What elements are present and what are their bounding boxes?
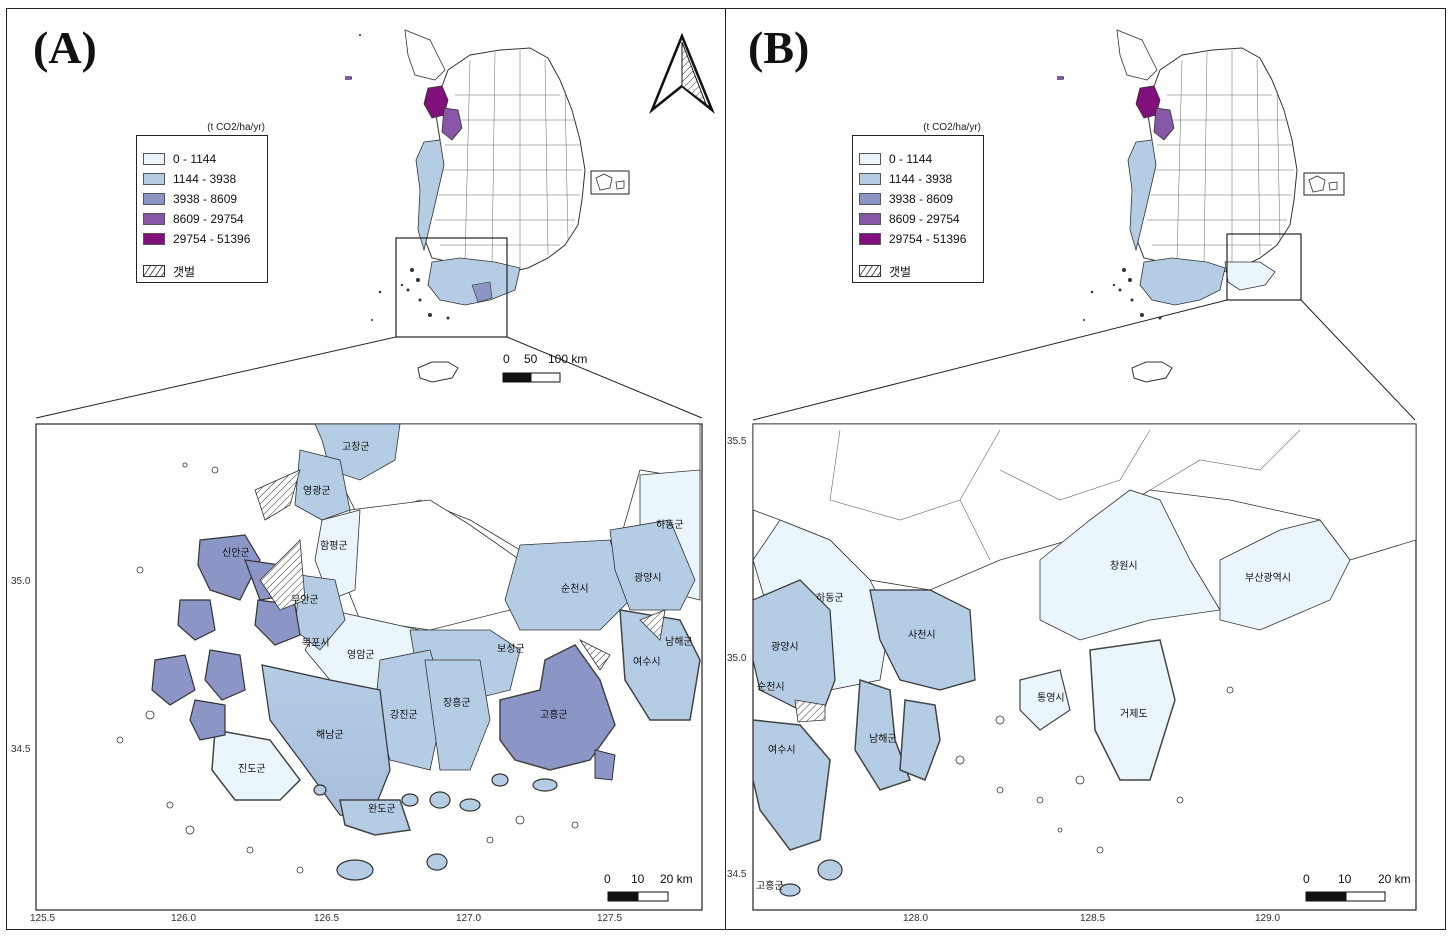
scale-tick: 0 bbox=[1303, 872, 1310, 886]
legend-b: (t CO2/ha/yr) 0 - 1144 1144 - 3938 3938 … bbox=[852, 122, 984, 283]
region-label: 완도군 bbox=[368, 803, 396, 815]
region-label: 광양시 bbox=[634, 572, 662, 584]
scale-tick: 20 km bbox=[1378, 872, 1411, 886]
y-tick-label: 34.5 bbox=[11, 744, 31, 755]
region-label: 해남군 bbox=[316, 728, 344, 741]
x-tick-label: 127.0 bbox=[456, 913, 481, 924]
legend-unit: (t CO2/ha/yr) bbox=[923, 122, 981, 133]
hatch-swatch-icon bbox=[859, 265, 881, 277]
x-tick-label: 127.5 bbox=[597, 913, 622, 924]
y-tick-label: 34.5 bbox=[727, 869, 747, 880]
region-label: 순천시 bbox=[757, 681, 785, 693]
inset-map-b: 하동군 광양시 순천시 여수시 남해군 사천시 창원시 부산광역시 통영시 거제… bbox=[727, 423, 1417, 924]
region-label: 고창군 bbox=[342, 441, 370, 453]
legend-label: 8609 - 29754 bbox=[173, 212, 244, 226]
x-tick-label: 128.0 bbox=[903, 913, 928, 924]
legend-a: (t CO2/ha/yr) 0 - 1144 1144 - 3938 3938 … bbox=[136, 122, 268, 283]
x-tick-label: 128.5 bbox=[1080, 913, 1105, 924]
scale-tick: 0 bbox=[503, 352, 510, 366]
region-label: 여수시 bbox=[633, 656, 661, 668]
legend-item-tidal-flat: 갯벌 bbox=[143, 264, 196, 279]
x-tick-label: 129.0 bbox=[1255, 913, 1280, 924]
y-tick-label: 35.0 bbox=[11, 576, 31, 587]
scale-tick: 10 bbox=[1338, 872, 1352, 886]
region-label: 보성군 bbox=[497, 643, 525, 655]
region-label: 창원시 bbox=[1110, 560, 1138, 572]
region-label: 하동군 bbox=[816, 591, 844, 604]
region-label: 무안군 bbox=[291, 594, 319, 606]
region-label: 고흥군 bbox=[540, 708, 568, 721]
region-label: 고흥군 bbox=[756, 879, 784, 892]
incheon-fill bbox=[441, 107, 463, 141]
region-label: 부산광역시 bbox=[1245, 572, 1291, 584]
overview-map-a bbox=[35, 29, 703, 419]
jeju-island bbox=[417, 361, 459, 383]
legend-label: 3938 - 8609 bbox=[173, 192, 238, 206]
scale-tick: 0 bbox=[604, 872, 611, 886]
region-label: 남해군 bbox=[665, 635, 693, 648]
scale-tick: 20 km bbox=[660, 872, 693, 886]
legend-item: 0 - 1144 bbox=[859, 152, 932, 166]
legend-label: 갯벌 bbox=[173, 264, 196, 279]
y-tick-label: 35.0 bbox=[727, 653, 747, 664]
legend-item: 8609 - 29754 bbox=[859, 212, 960, 226]
region-label: 사천시 bbox=[908, 629, 936, 641]
legend-item: 1144 - 3938 bbox=[143, 172, 236, 186]
scale-tick: 10 bbox=[631, 872, 645, 886]
region-label: 남해군 bbox=[869, 732, 897, 745]
legend-item-tidal-flat: 갯벌 bbox=[859, 264, 912, 279]
goheung-fill-small bbox=[471, 281, 493, 303]
region-label: 광양시 bbox=[771, 641, 799, 653]
legend-label: 갯벌 bbox=[889, 264, 912, 279]
hatch-swatch-icon bbox=[143, 265, 165, 277]
panel-label-b: (B) bbox=[748, 22, 810, 73]
inset-map-a: 고창군 영광군 함평군 신안군 무안군 목포시 영암군 진도군 해남군 강진군 … bbox=[11, 423, 703, 924]
region-label: 진도군 bbox=[238, 763, 266, 775]
legend-label: 3938 - 8609 bbox=[889, 192, 954, 206]
x-tick-label: 125.5 bbox=[30, 913, 55, 924]
region-label: 목포시 bbox=[302, 637, 330, 649]
overview-map-b bbox=[752, 29, 1416, 421]
legend-label: 1144 - 3938 bbox=[173, 172, 237, 186]
region-label: 영광군 bbox=[303, 485, 331, 497]
legend-item: 29754 - 51396 bbox=[143, 232, 250, 246]
legend-label: 8609 - 29754 bbox=[889, 212, 960, 226]
zoom-extent-box bbox=[1226, 233, 1302, 301]
zoom-extent-box bbox=[395, 237, 508, 338]
legend-item: 3938 - 8609 bbox=[859, 192, 953, 206]
scalebar-main-a: 0 50 100 km bbox=[502, 352, 587, 383]
region-label: 통영시 bbox=[1037, 692, 1065, 704]
legend-label: 0 - 1144 bbox=[889, 152, 933, 166]
legend-item: 29754 - 51396 bbox=[859, 232, 966, 246]
south-coast-fill bbox=[427, 257, 521, 306]
region-label: 영암군 bbox=[347, 649, 375, 661]
northwest-coast bbox=[404, 29, 446, 81]
panel-label-a: (A) bbox=[33, 22, 97, 73]
legend-item: 0 - 1144 bbox=[143, 152, 216, 166]
legend-item: 3938 - 8609 bbox=[143, 192, 237, 206]
legend-label: 29754 - 51396 bbox=[173, 232, 251, 246]
region-label: 하동군 bbox=[656, 518, 684, 531]
legend-label: 0 - 1144 bbox=[173, 152, 217, 166]
region-label: 신안군 bbox=[222, 547, 250, 559]
legend-unit: (t CO2/ha/yr) bbox=[207, 122, 265, 133]
region-label: 거제도 bbox=[1120, 708, 1148, 720]
x-tick-label: 126.5 bbox=[314, 913, 339, 924]
island-fill bbox=[345, 76, 351, 80]
scale-tick: 100 km bbox=[548, 352, 587, 366]
x-tick-label: 126.0 bbox=[171, 913, 196, 924]
y-tick-label: 35.5 bbox=[727, 436, 747, 447]
scale-tick: 50 bbox=[524, 352, 538, 366]
legend-item: 8609 - 29754 bbox=[143, 212, 244, 226]
legend-item: 1144 - 3938 bbox=[859, 172, 952, 186]
legend-label: 29754 - 51396 bbox=[889, 232, 967, 246]
region-label: 장흥군 bbox=[443, 696, 471, 709]
region-label: 여수시 bbox=[768, 744, 796, 756]
legend-label: 1144 - 3938 bbox=[889, 172, 953, 186]
region-label: 강진군 bbox=[390, 709, 418, 721]
region-label: 순천시 bbox=[561, 583, 589, 595]
north-arrow-icon bbox=[649, 32, 715, 114]
region-label: 함평군 bbox=[320, 540, 348, 552]
